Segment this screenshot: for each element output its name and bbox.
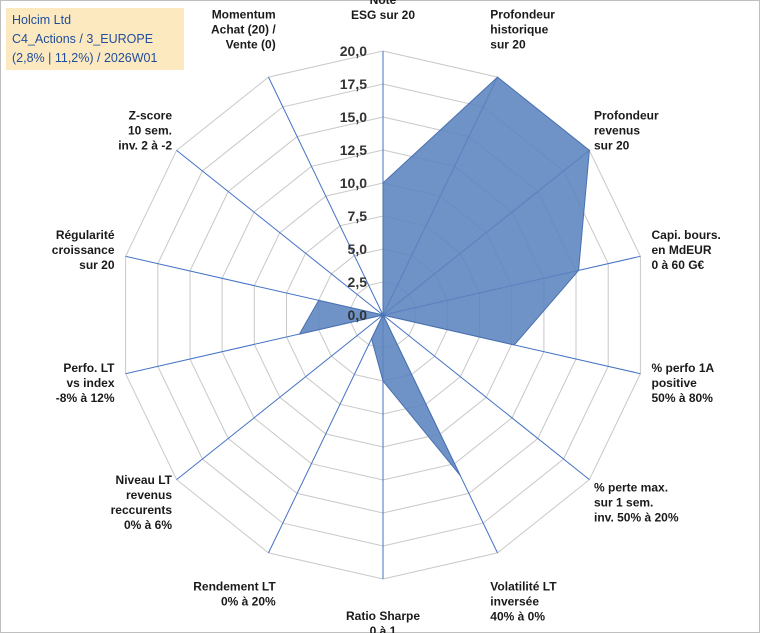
axis-label-line: revenus [594,124,640,138]
axis-label-line: inversée [490,595,539,609]
axis-spoke [268,314,384,554]
axis-spoke [382,314,590,480]
axis-label-line: 0% à 6% [124,518,172,532]
axis-spoke [268,76,384,316]
axis-label-line: 0 à 1 [370,624,397,633]
axis-label-line: historique [490,23,548,37]
axis-label-line: 10 sem. [128,124,172,138]
axis-label-line: % perfo 1A [652,361,715,375]
axis-label-line: Z-score [129,109,173,123]
axis-label-line: inv. 2 à -2 [118,139,172,153]
axis-label: Profondeur revenus sur 20 [594,109,659,153]
axis-label-line: -8% à 12% [56,391,115,405]
axis-label-line: Ratio Sharpe [346,609,420,623]
axis-label-line: 0 à 60 G€ [652,258,705,272]
radial-tick-label: 2,5 [348,274,368,290]
axis-label: Rendement LT 0% à 20% [193,580,276,609]
axis-label-line: Régularité [56,228,115,242]
axis-label-line: Momentum [212,8,276,22]
axis-spoke [176,314,384,480]
data-series-area [298,76,590,476]
axis-label-line: ESG sur 20 [351,8,415,22]
axis-label-line: sur 1 sem. [594,495,653,509]
axis-label-line: Niveau LT [116,473,173,487]
category-line: C4_Actions / 3_EUROPE [12,32,154,46]
axis-label: Régularité croissance sur 20 [52,228,115,272]
axis-label-line: % perte max. [594,480,668,494]
axis-label-line: vs index [66,376,114,390]
radial-tick-label: 10,0 [340,175,367,191]
axis-label-line: sur 20 [79,258,115,272]
axis-label-line: Vente (0) [226,38,276,52]
axis-label: Volatilité LT inversée 40% à 0% [490,580,557,624]
axis-label-line: Achat (20) / [211,23,276,37]
period-line: (2,8% | 11,2%) / 2026W01 [12,51,158,65]
radial-tick-label: 15,0 [340,109,367,125]
radial-tick-label: 7,5 [348,208,368,224]
chart-title-box: Holcim Ltd C4_Actions / 3_EUROPE (2,8% |… [6,8,184,70]
radial-tick-label: 0,0 [348,307,368,323]
axis-label-line: Perfo. LT [63,361,115,375]
axis-label: Note ESG sur 20 [351,0,415,22]
radial-tick-label: 5,0 [348,241,368,257]
company-name: Holcim Ltd [12,13,72,27]
axis-label: Profondeur historique sur 20 [490,8,555,52]
axis-label: Ratio Sharpe 0 à 1 [346,609,420,633]
axis-label-line: Volatilité LT [490,580,557,594]
axis-label-line: sur 20 [594,139,630,153]
axis-label: Momentum Achat (20) / Vente (0) [211,8,276,52]
axis-label: Z-score 10 sem. inv. 2 à -2 [118,109,172,153]
axis-label: % perte max. sur 1 sem. inv. 50% à 20% [594,480,679,524]
axis-label-line: reccurents [111,503,173,517]
radial-tick-label: 20,0 [340,43,367,59]
axis-label-line: Profondeur [594,109,659,123]
axis-label-line: 50% à 80% [652,391,714,405]
axis-label-line: 40% à 0% [490,610,545,624]
axis-label-line: sur 20 [490,38,526,52]
axis-label-line: croissance [52,243,115,257]
axis-label: Perfo. LT vs index -8% à 12% [56,361,115,405]
axis-label-line: en MdEUR [652,243,712,257]
axis-label: Capi. bours. en MdEUR 0 à 60 G€ [652,228,721,272]
axis-spoke [176,150,384,316]
axis-label-line: revenus [126,488,172,502]
axis-label-line: Profondeur [490,8,555,22]
axis-label-line: positive [652,376,698,390]
axis-label-line: 0% à 20% [221,595,276,609]
axis-label: Niveau LT revenus reccurents 0% à 6% [111,473,173,532]
axis-label-line: Rendement LT [193,580,276,594]
radial-tick-label: 12,5 [340,142,367,158]
radial-tick-label: 17,5 [340,76,367,92]
axis-label-line: Note [370,0,397,7]
axis-label: % perfo 1A positive 50% à 80% [652,361,715,405]
axis-label-line: Capi. bours. [652,228,721,242]
axis-label-line: inv. 50% à 20% [594,510,679,524]
